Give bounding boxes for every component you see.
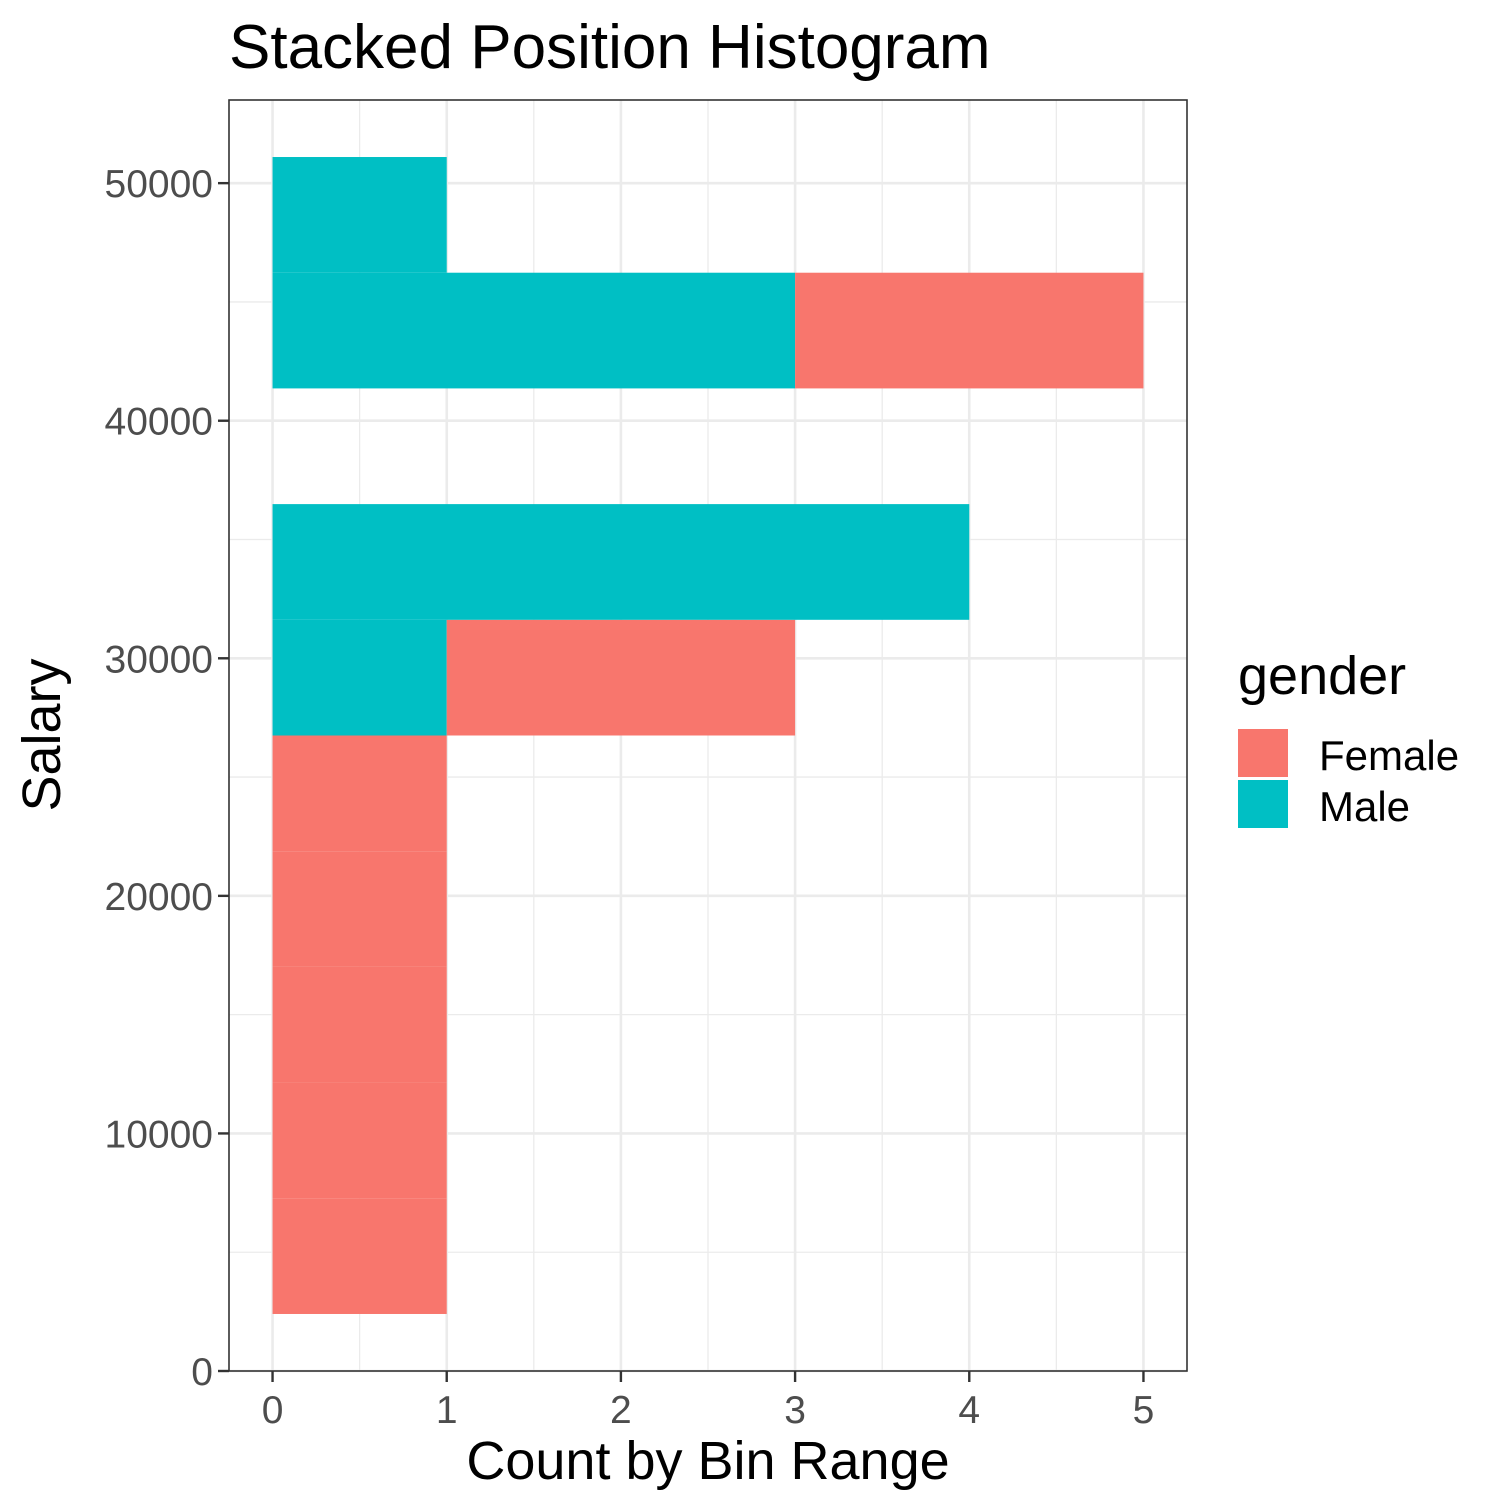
- y-tick-label: 20000: [105, 876, 213, 919]
- bar-layer: [272, 157, 1144, 1314]
- y-tick-label: 10000: [105, 1113, 213, 1156]
- bar-female: [272, 735, 447, 852]
- legend-key-female: [1238, 729, 1288, 777]
- bar-female: [272, 851, 447, 967]
- x-tick-label: 5: [1133, 1389, 1155, 1432]
- y-axis-title: Salary: [12, 658, 72, 811]
- chart-title: Stacked Position Histogram: [229, 13, 991, 82]
- bar-female: [272, 1198, 447, 1314]
- x-tick-label: 2: [610, 1389, 632, 1432]
- bar-male: [272, 272, 796, 389]
- bar-male: [272, 619, 447, 736]
- bar-female: [446, 619, 796, 736]
- y-tick-label: 50000: [105, 163, 213, 206]
- y-tick-label: 30000: [105, 638, 213, 681]
- legend-key-male: [1238, 780, 1288, 828]
- x-tick-label: 1: [436, 1389, 458, 1432]
- bar-female: [272, 1082, 447, 1199]
- legend-label-male: Male: [1319, 783, 1410, 830]
- y-tick-label: 0: [191, 1351, 213, 1394]
- x-tick-label: 4: [958, 1389, 980, 1432]
- x-tick-label: 0: [262, 1389, 284, 1432]
- bar-female: [272, 966, 447, 1083]
- legend-label-female: Female: [1319, 732, 1459, 779]
- bar-male: [272, 504, 970, 620]
- legend-title: gender: [1238, 646, 1406, 706]
- x-axis-title: Count by Bin Range: [466, 1431, 949, 1491]
- bar-female: [795, 272, 1144, 389]
- panel-border: [228, 99, 1188, 1372]
- x-tick-label: 3: [784, 1389, 806, 1432]
- axis-layer: 0 1 2 3 4 5 0 10000 20000 30000 40000 50000: [105, 163, 1155, 1432]
- bar-male: [272, 157, 447, 273]
- legend: gender Female Male: [1238, 646, 1459, 830]
- y-tick-label: 40000: [105, 401, 213, 444]
